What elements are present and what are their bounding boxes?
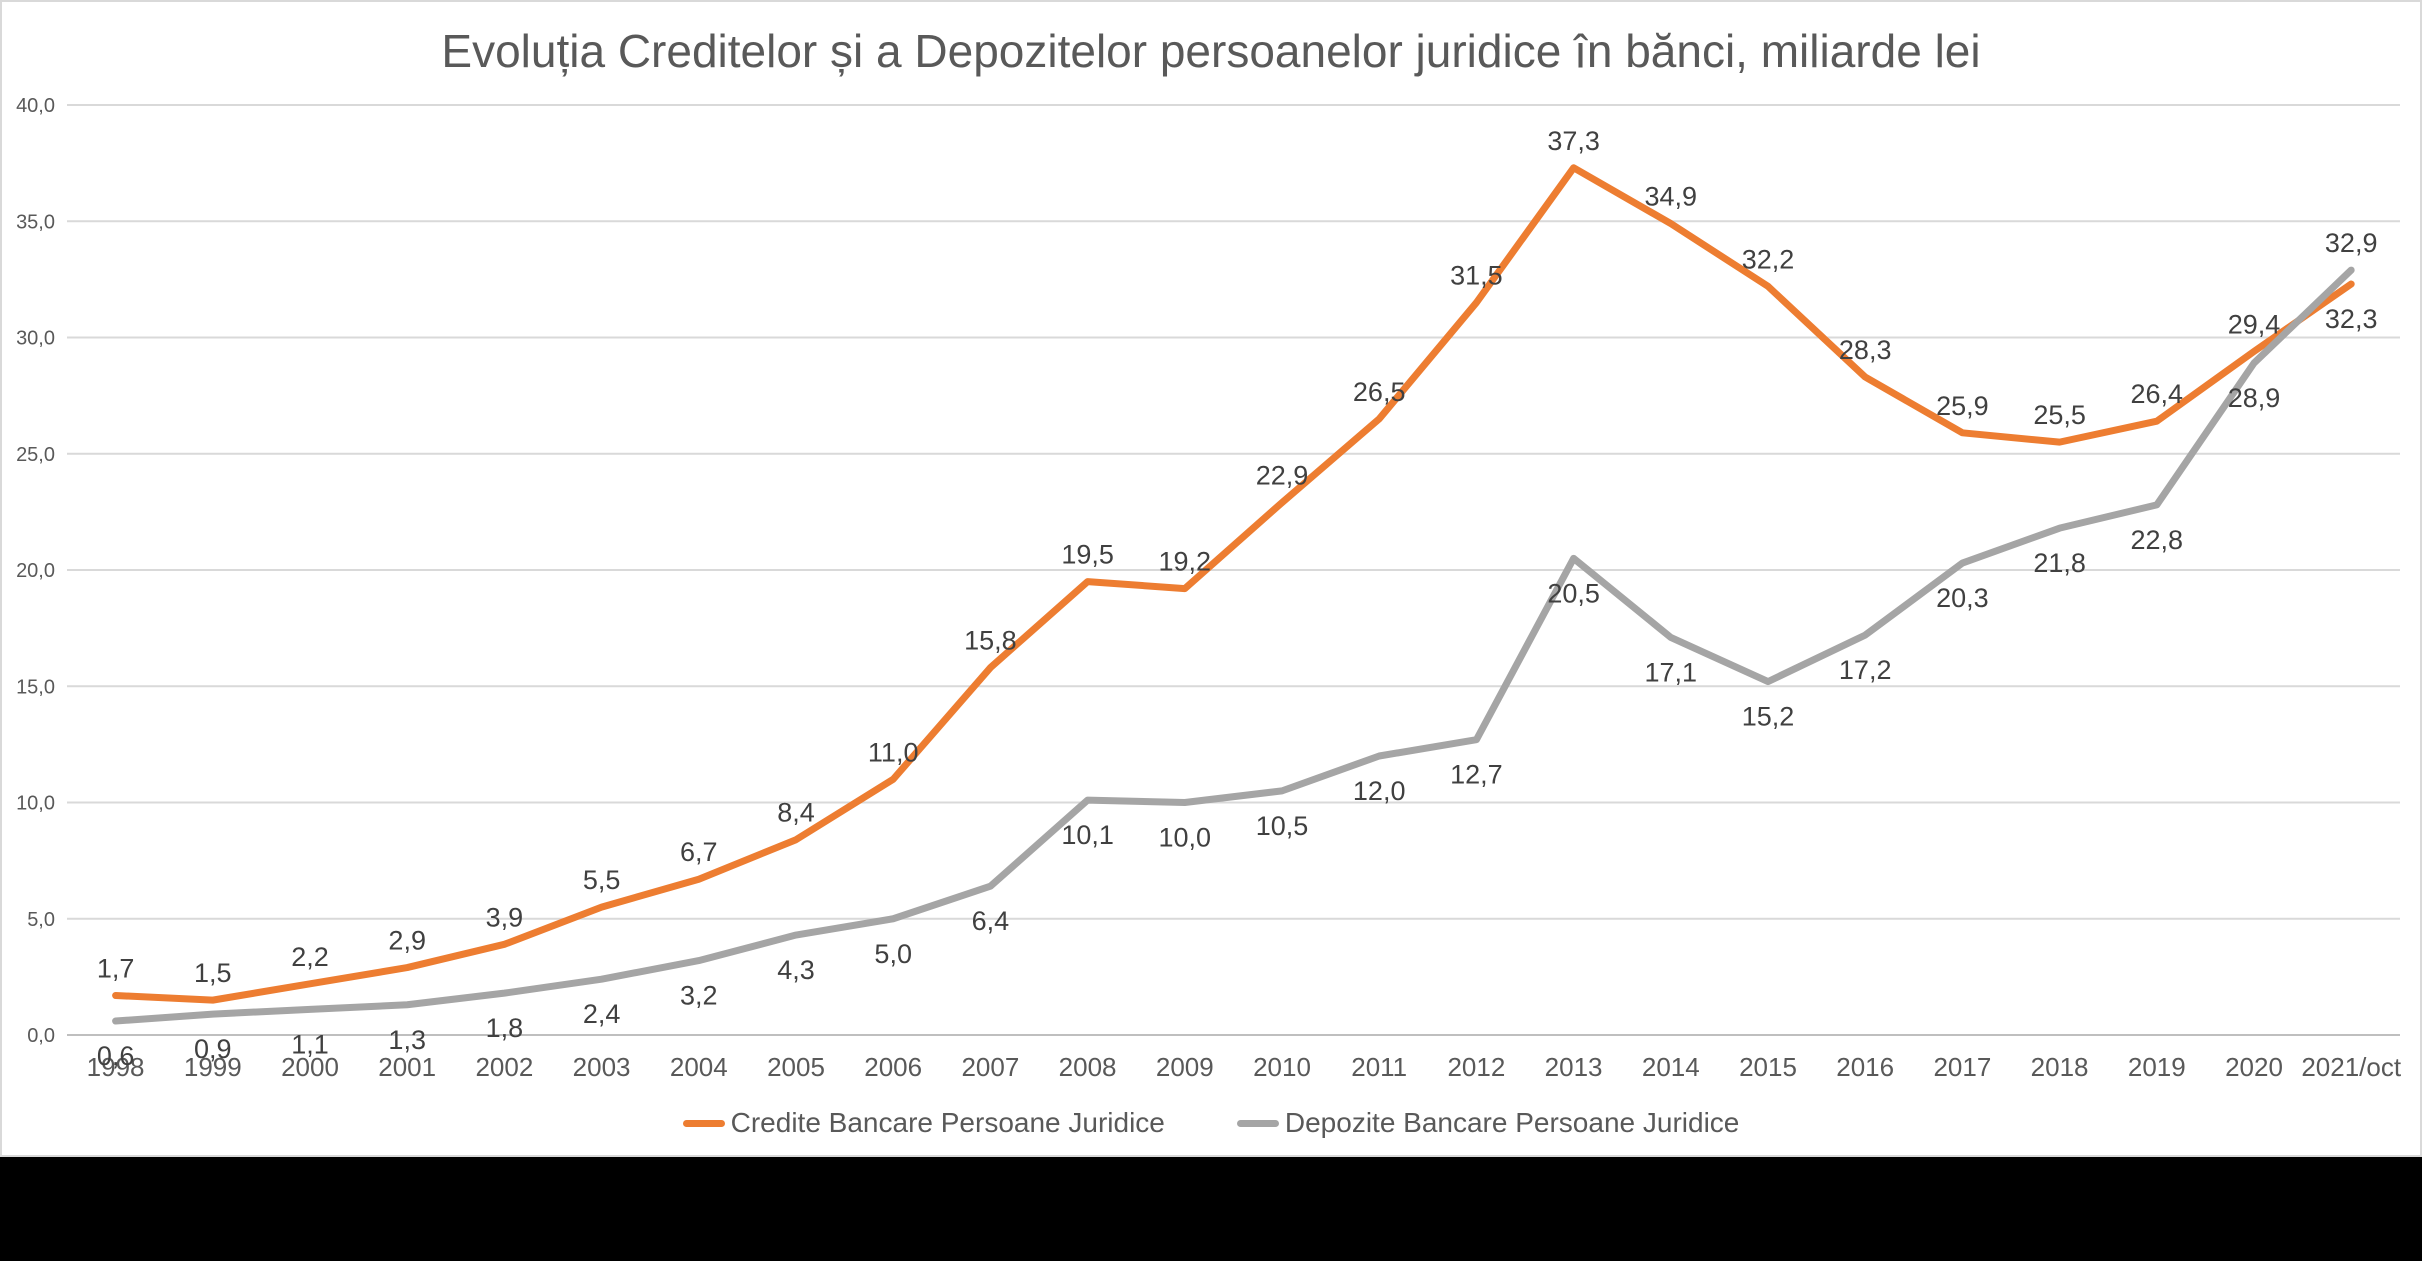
data-label-credite: 8,4 bbox=[777, 798, 815, 828]
x-tick-label: 2019 bbox=[2128, 1052, 2186, 1082]
y-tick-label: 30,0 bbox=[16, 328, 55, 350]
data-label-credite: 19,5 bbox=[1061, 540, 1114, 570]
data-label-credite: 28,3 bbox=[1839, 335, 1892, 365]
data-label-credite: 3,9 bbox=[486, 902, 524, 932]
x-tick-label: 1999 bbox=[184, 1052, 242, 1082]
plot-area: 0,0 5,0 10,0 15,0 20,0 25,0 30,0 35,0 40,0 1998 19… bbox=[16, 95, 2402, 1082]
x-tick-label: 1998 bbox=[87, 1052, 145, 1082]
x-tick-label: 2002 bbox=[475, 1052, 533, 1082]
y-tick-label: 40,0 bbox=[16, 95, 55, 117]
data-label-depozite: 6,4 bbox=[972, 906, 1010, 936]
data-label-depozite: 10,5 bbox=[1256, 811, 1309, 841]
legend-item-credite: Credite Bancare Persoane Juridice bbox=[682, 1107, 1165, 1139]
data-label-credite: 19,2 bbox=[1159, 547, 1212, 577]
data-label-credite: 2,9 bbox=[388, 926, 426, 956]
data-label-depozite: 3,2 bbox=[680, 981, 718, 1011]
data-label-depozite: 1,8 bbox=[486, 1013, 524, 1043]
y-tick-label: 15,0 bbox=[16, 676, 55, 698]
data-label-credite: 5,5 bbox=[583, 865, 621, 895]
x-tick-label: 2016 bbox=[1836, 1052, 1894, 1082]
chart-title: Evoluția Creditelor și a Depozitelor per… bbox=[441, 25, 1981, 77]
data-label-credite: 1,7 bbox=[97, 953, 135, 983]
y-tick-label: 5,0 bbox=[27, 909, 55, 931]
y-tick-label: 35,0 bbox=[16, 211, 55, 233]
data-label-credite: 32,2 bbox=[1742, 244, 1795, 274]
data-label-depozite: 15,2 bbox=[1742, 702, 1795, 732]
x-tick-label: 2018 bbox=[2031, 1052, 2089, 1082]
y-tick-label: 25,0 bbox=[16, 444, 55, 466]
data-label-credite: 22,9 bbox=[1256, 461, 1309, 491]
data-label-credite: 25,9 bbox=[1936, 391, 1989, 421]
legend: Credite Bancare Persoane Juridice Depozi… bbox=[2, 1107, 2420, 1139]
data-label-depozite: 2,4 bbox=[583, 999, 621, 1029]
data-label-credite: 15,8 bbox=[964, 626, 1017, 656]
data-label-depozite: 17,1 bbox=[1645, 657, 1698, 687]
x-tick-label: 2017 bbox=[1933, 1052, 1991, 1082]
x-tick-label: 2015 bbox=[1739, 1052, 1797, 1082]
legend-label-credite: Credite Bancare Persoane Juridice bbox=[730, 1107, 1165, 1138]
data-label-credite: 26,5 bbox=[1353, 377, 1406, 407]
y-tick-label: 20,0 bbox=[16, 560, 55, 582]
credite-line-swatch bbox=[682, 1119, 725, 1127]
data-label-credite: 37,3 bbox=[1547, 126, 1600, 156]
data-label-depozite: 0,6 bbox=[97, 1041, 135, 1071]
data-label-depozite: 10,0 bbox=[1159, 823, 1212, 853]
data-label-depozite: 1,1 bbox=[291, 1029, 329, 1059]
data-label-credite: 34,9 bbox=[1645, 182, 1698, 212]
series-line-depozite bbox=[112, 266, 2355, 1025]
data-label-credite: 31,5 bbox=[1450, 261, 1503, 291]
data-label-depozite: 10,1 bbox=[1061, 820, 1114, 850]
data-label-depozite: 12,7 bbox=[1450, 760, 1503, 790]
data-label-credite: 2,2 bbox=[291, 942, 329, 972]
data-label-depozite: 28,9 bbox=[2228, 383, 2281, 413]
x-tick-label: 2001 bbox=[378, 1052, 436, 1082]
x-tick-label: 2010 bbox=[1253, 1052, 1311, 1082]
x-tick-label: 2013 bbox=[1545, 1052, 1603, 1082]
x-tick-label: 2007 bbox=[961, 1052, 1019, 1082]
data-label-credite: 11,0 bbox=[868, 737, 919, 767]
x-tick-label: 2014 bbox=[1642, 1052, 1700, 1082]
data-label-depozite: 20,3 bbox=[1936, 583, 1989, 613]
data-label-credite: 32,3 bbox=[2325, 304, 2378, 334]
data-label-depozite: 20,5 bbox=[1547, 578, 1600, 608]
depozite-line-swatch bbox=[1236, 1119, 1279, 1127]
data-label-credite: 6,7 bbox=[680, 837, 718, 867]
data-label-depozite: 0,9 bbox=[194, 1034, 232, 1064]
x-tick-label: 2003 bbox=[573, 1052, 631, 1082]
data-label-depozite: 21,8 bbox=[2033, 548, 2086, 578]
x-tick-label: 2006 bbox=[864, 1052, 922, 1082]
data-label-depozite: 4,3 bbox=[777, 955, 815, 985]
x-tick-label: 2009 bbox=[1156, 1052, 1214, 1082]
x-tick-label: 2004 bbox=[670, 1052, 728, 1082]
series-line-credite bbox=[112, 164, 2355, 1004]
y-tick-label: 0,0 bbox=[27, 1025, 55, 1047]
data-label-depozite: 5,0 bbox=[874, 939, 912, 969]
data-label-credite: 1,5 bbox=[194, 958, 232, 988]
x-tick-label: 2020 bbox=[2225, 1052, 2283, 1082]
chart: Evoluția Creditelor și a Depozitelor per… bbox=[0, 0, 2422, 1157]
data-label-credite: 29,4 bbox=[2228, 309, 2281, 339]
y-tick-label: 10,0 bbox=[16, 793, 55, 815]
x-tick-label: 2021/oct bbox=[2301, 1052, 2402, 1082]
x-tick-label: 2005 bbox=[767, 1052, 825, 1082]
x-tick-label: 2008 bbox=[1059, 1052, 1117, 1082]
legend-label-depozite: Depozite Bancare Persoane Juridice bbox=[1284, 1107, 1740, 1138]
legend-item-depozite: Depozite Bancare Persoane Juridice bbox=[1236, 1107, 1740, 1139]
data-label-depozite: 17,2 bbox=[1839, 655, 1892, 685]
x-tick-label: 2012 bbox=[1447, 1052, 1505, 1082]
data-label-depozite: 32,9 bbox=[2325, 228, 2378, 258]
data-label-credite: 26,4 bbox=[2131, 379, 2184, 409]
x-tick-label: 2011 bbox=[1351, 1052, 1407, 1082]
x-tick-label: 2000 bbox=[281, 1052, 339, 1082]
data-label-credite: 25,5 bbox=[2033, 400, 2086, 430]
data-label-depozite: 1,3 bbox=[388, 1025, 426, 1055]
data-label-depozite: 22,8 bbox=[2131, 525, 2184, 555]
data-label-depozite: 12,0 bbox=[1353, 776, 1406, 806]
